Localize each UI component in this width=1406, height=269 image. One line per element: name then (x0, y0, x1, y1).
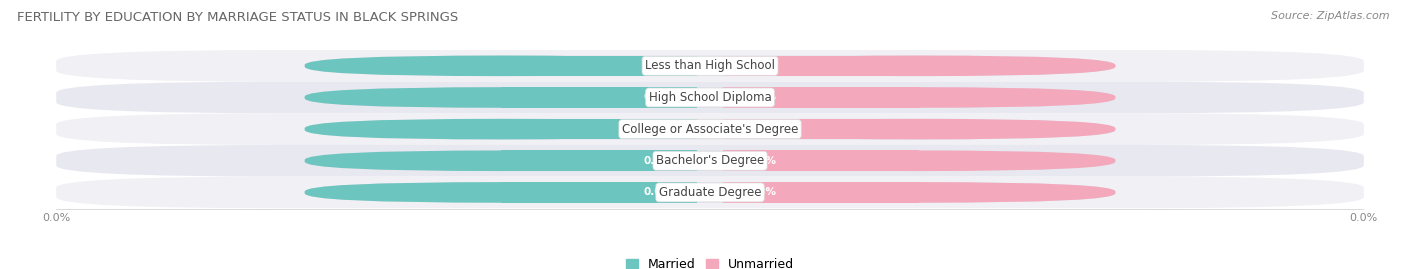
FancyBboxPatch shape (723, 182, 1115, 203)
Text: 0.0%: 0.0% (748, 61, 778, 71)
FancyBboxPatch shape (56, 176, 1364, 208)
FancyBboxPatch shape (723, 87, 1115, 108)
FancyBboxPatch shape (501, 150, 697, 171)
Text: 0.0%: 0.0% (643, 93, 672, 102)
FancyBboxPatch shape (723, 150, 920, 171)
Text: Bachelor's Degree: Bachelor's Degree (657, 154, 763, 167)
FancyBboxPatch shape (501, 87, 697, 108)
FancyBboxPatch shape (305, 119, 697, 139)
FancyBboxPatch shape (723, 55, 1115, 76)
FancyBboxPatch shape (305, 182, 697, 203)
Text: 0.0%: 0.0% (748, 93, 778, 102)
FancyBboxPatch shape (305, 87, 1115, 108)
Text: 0.0%: 0.0% (643, 187, 672, 197)
FancyBboxPatch shape (723, 119, 920, 139)
Text: 0.0%: 0.0% (643, 156, 672, 166)
FancyBboxPatch shape (305, 150, 1115, 171)
FancyBboxPatch shape (56, 82, 1364, 113)
FancyBboxPatch shape (501, 55, 697, 76)
Text: Graduate Degree: Graduate Degree (659, 186, 761, 199)
Text: 0.0%: 0.0% (748, 156, 778, 166)
FancyBboxPatch shape (723, 55, 920, 76)
FancyBboxPatch shape (501, 182, 697, 203)
FancyBboxPatch shape (56, 113, 1364, 145)
FancyBboxPatch shape (305, 182, 1115, 203)
FancyBboxPatch shape (501, 119, 697, 139)
FancyBboxPatch shape (305, 87, 697, 108)
Text: FERTILITY BY EDUCATION BY MARRIAGE STATUS IN BLACK SPRINGS: FERTILITY BY EDUCATION BY MARRIAGE STATU… (17, 11, 458, 24)
FancyBboxPatch shape (723, 87, 920, 108)
Text: Less than High School: Less than High School (645, 59, 775, 72)
FancyBboxPatch shape (305, 119, 1115, 139)
FancyBboxPatch shape (305, 150, 697, 171)
Text: 0.0%: 0.0% (748, 187, 778, 197)
FancyBboxPatch shape (305, 55, 697, 76)
FancyBboxPatch shape (56, 145, 1364, 176)
FancyBboxPatch shape (305, 55, 1115, 76)
FancyBboxPatch shape (723, 150, 1115, 171)
Text: 0.0%: 0.0% (643, 124, 672, 134)
Text: 0.0%: 0.0% (748, 124, 778, 134)
Text: 0.0%: 0.0% (643, 61, 672, 71)
FancyBboxPatch shape (56, 50, 1364, 82)
FancyBboxPatch shape (723, 182, 920, 203)
Text: High School Diploma: High School Diploma (648, 91, 772, 104)
Legend: Married, Unmarried: Married, Unmarried (626, 258, 794, 269)
FancyBboxPatch shape (723, 119, 1115, 139)
Text: College or Associate's Degree: College or Associate's Degree (621, 123, 799, 136)
Text: Source: ZipAtlas.com: Source: ZipAtlas.com (1271, 11, 1389, 21)
